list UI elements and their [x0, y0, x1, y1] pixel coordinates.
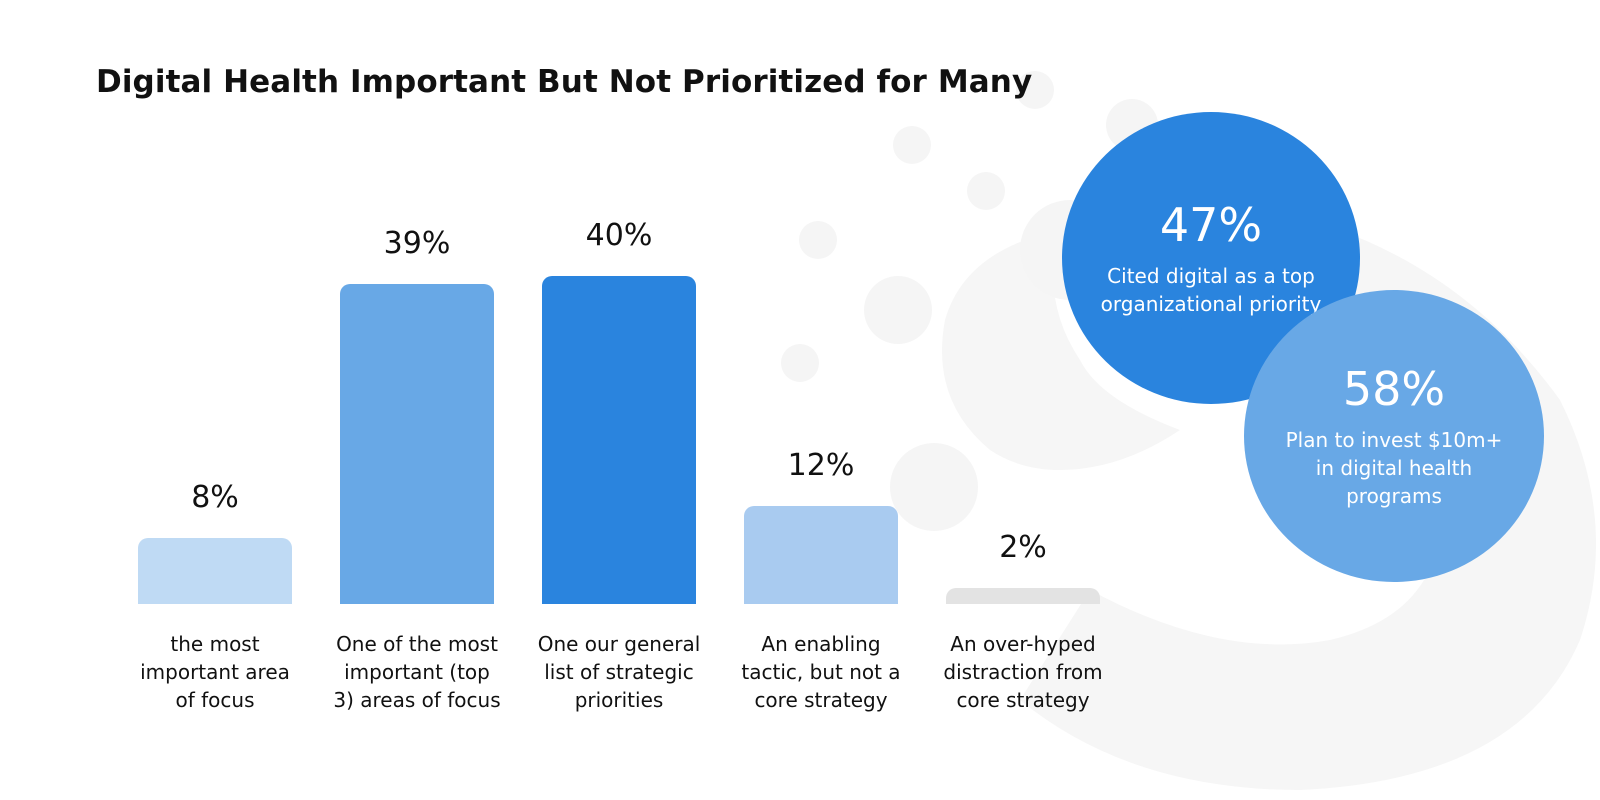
bar-value-label: 2%	[999, 529, 1047, 565]
background-dot	[864, 276, 932, 344]
category-label: One our general list of strategic priori…	[537, 632, 701, 712]
category-label: An enabling tactic, but not a core strat…	[741, 632, 901, 712]
callout-value: 58%	[1342, 362, 1446, 416]
category-label: the most important area of focus	[140, 632, 290, 712]
chart-bar	[946, 587, 1100, 604]
background-dot	[967, 172, 1005, 210]
background-dot	[799, 221, 837, 259]
callout-text: Plan to invest $10m+ in digital health p…	[1285, 428, 1503, 508]
chart-bar	[542, 276, 696, 604]
category-label: An over-hyped distraction from core stra…	[943, 632, 1103, 712]
chart-title: Digital Health Important But Not Priorit…	[96, 64, 1033, 100]
bar-value-label: 8%	[191, 480, 239, 516]
callout-text: Cited digital as a top organizational pr…	[1100, 264, 1322, 316]
background-dot	[781, 344, 819, 382]
background-dot	[1016, 71, 1054, 109]
callout-circle-investment: 58% Plan to invest $10m+ in digital heal…	[1244, 290, 1544, 582]
bar-value-label: 39%	[383, 226, 451, 262]
background-dot	[890, 443, 978, 531]
background-logo-swirl-2	[942, 230, 1180, 470]
bar-value-label: 40%	[585, 218, 653, 253]
chart-bar	[138, 538, 292, 604]
background-dot	[893, 126, 931, 164]
bar-value-label: 12%	[787, 447, 855, 483]
callout-value: 47%	[1159, 198, 1263, 252]
chart-bar	[340, 284, 494, 604]
chart-bar	[744, 505, 898, 604]
category-label: One of the most important (top 3) areas …	[333, 632, 501, 712]
